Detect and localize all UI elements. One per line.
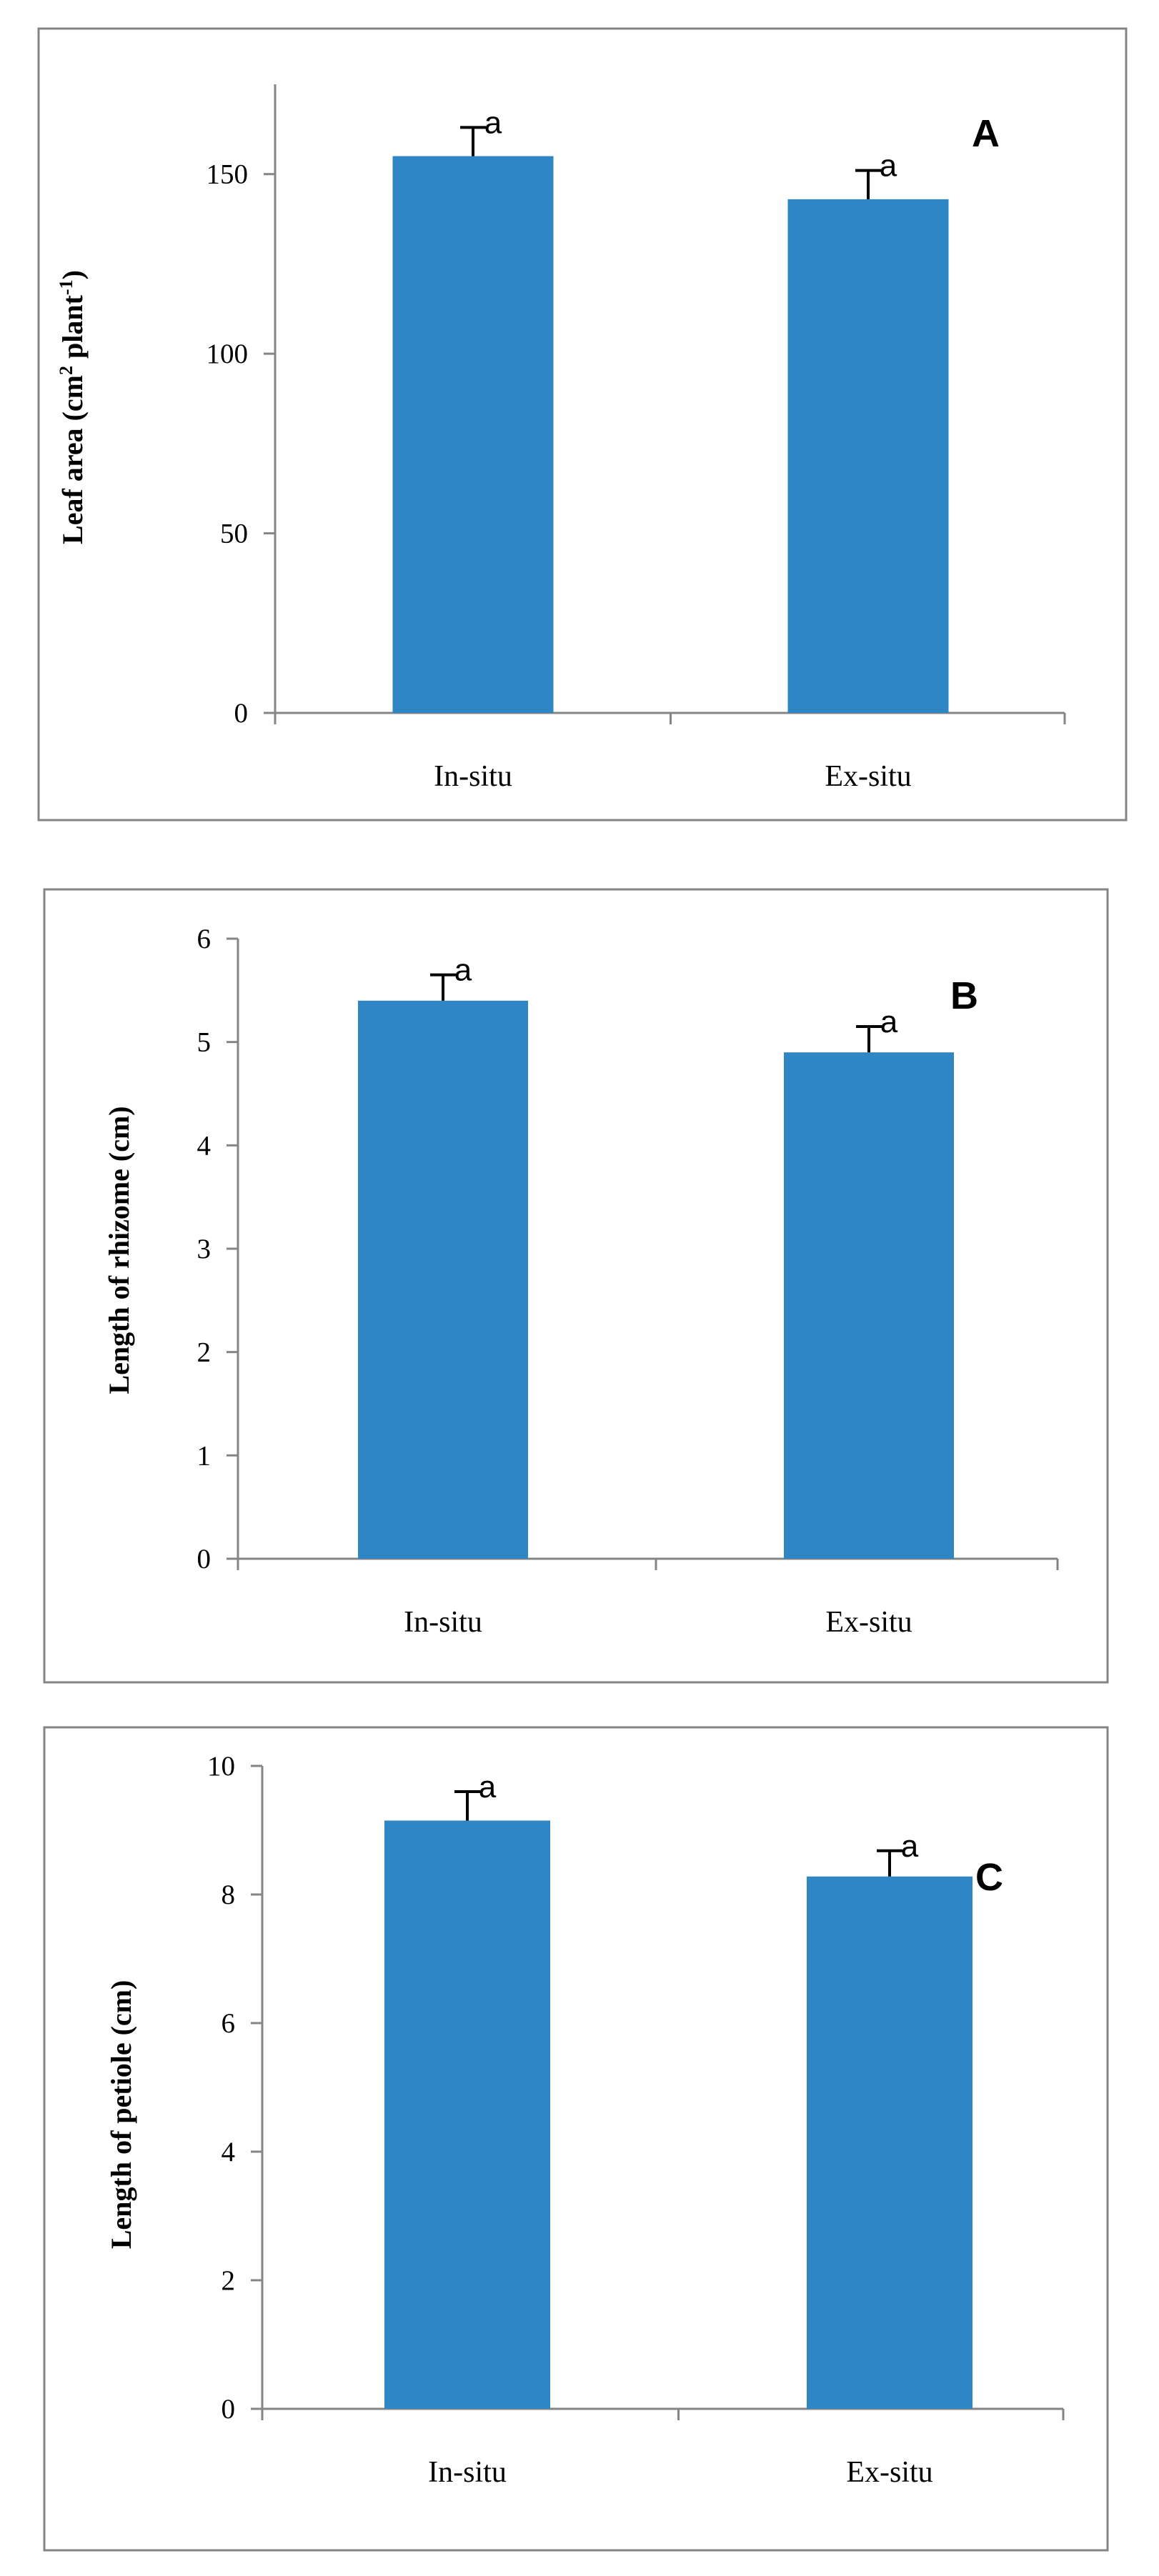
bar bbox=[392, 156, 554, 714]
category-label: In-situ bbox=[428, 2456, 507, 2489]
bars bbox=[358, 1000, 954, 1559]
category-labels: In-situ Ex-situ bbox=[428, 2456, 932, 2489]
panel-letter: C bbox=[975, 1856, 1003, 1899]
bar bbox=[807, 1876, 973, 2409]
category-label: Ex-situ bbox=[825, 1606, 912, 1639]
x-ticks bbox=[237, 1559, 1059, 1570]
chart-frame bbox=[37, 27, 1128, 822]
y-tick-label: 4 bbox=[222, 2137, 236, 2167]
y-ticks: 0 1 2 3 4 5 6 bbox=[197, 924, 238, 1574]
y-tick-label: 0 bbox=[197, 1544, 212, 1574]
bar bbox=[784, 1052, 954, 1559]
y-axis-label-end: ) bbox=[56, 270, 89, 279]
chart-frame bbox=[43, 888, 1109, 1684]
y-axis-label-sup: 2 bbox=[56, 366, 76, 375]
y-tick-label: 150 bbox=[207, 159, 249, 190]
chart-frame bbox=[43, 1726, 1109, 2552]
category-labels: In-situ Ex-situ bbox=[404, 1606, 912, 1639]
bar bbox=[384, 1820, 550, 2409]
y-tick-label: 50 bbox=[220, 519, 248, 549]
significance-label: a bbox=[479, 1769, 497, 1804]
bar bbox=[787, 199, 949, 713]
y-axis-label-mid: plant bbox=[56, 294, 89, 366]
bar bbox=[358, 1000, 528, 1559]
significance-labels: aa bbox=[479, 1769, 919, 1864]
bars bbox=[384, 1820, 973, 2409]
y-tick-label: 2 bbox=[197, 1337, 212, 1368]
x-ticks bbox=[274, 713, 1066, 724]
y-axis-label: Length of petiole (cm) bbox=[105, 1980, 137, 2250]
significance-labels: aa bbox=[484, 105, 897, 183]
y-tick-label: 10 bbox=[207, 1751, 235, 1782]
x-ticks bbox=[261, 2409, 1065, 2420]
category-label: Ex-situ bbox=[825, 760, 911, 793]
category-label: In-situ bbox=[404, 1606, 482, 1639]
bars bbox=[392, 156, 949, 714]
error-bars bbox=[460, 126, 881, 199]
y-axis-label: Leaf area (cm2 plant-1) bbox=[56, 270, 89, 544]
y-tick-label: 6 bbox=[197, 924, 212, 954]
y-tick-label: 0 bbox=[222, 2394, 236, 2425]
y-axis-label: Length of rhizome (cm) bbox=[103, 1106, 135, 1394]
y-tick-label: 6 bbox=[222, 2008, 236, 2039]
y-axis-label-sup: -1 bbox=[56, 279, 76, 295]
significance-label: a bbox=[454, 953, 472, 988]
y-tick-label: 2 bbox=[222, 2265, 236, 2296]
error-bars bbox=[430, 973, 882, 1053]
y-ticks: 0 2 4 6 8 10 bbox=[207, 1751, 262, 2425]
y-tick-label: 100 bbox=[207, 339, 249, 369]
y-tick-label: 8 bbox=[222, 1879, 236, 1910]
category-label: Ex-situ bbox=[846, 2456, 932, 2489]
significance-label: a bbox=[484, 105, 502, 140]
y-tick-label: 1 bbox=[197, 1440, 212, 1471]
y-tick-label: 3 bbox=[197, 1234, 212, 1264]
panel-letter: A bbox=[972, 112, 1000, 155]
significance-label: a bbox=[880, 1004, 898, 1039]
significance-label: a bbox=[880, 149, 897, 184]
panel-letter: B bbox=[950, 974, 978, 1017]
y-tick-label: 0 bbox=[234, 698, 249, 729]
category-label: In-situ bbox=[434, 760, 512, 793]
significance-label: a bbox=[901, 1829, 919, 1864]
y-ticks: 0 50 100 150 bbox=[207, 159, 275, 729]
significance-labels: aa bbox=[454, 953, 898, 1039]
y-tick-label: 4 bbox=[197, 1130, 212, 1161]
y-tick-label: 5 bbox=[197, 1027, 212, 1058]
category-labels: In-situ Ex-situ bbox=[434, 760, 911, 793]
error-bars bbox=[454, 1790, 902, 1877]
